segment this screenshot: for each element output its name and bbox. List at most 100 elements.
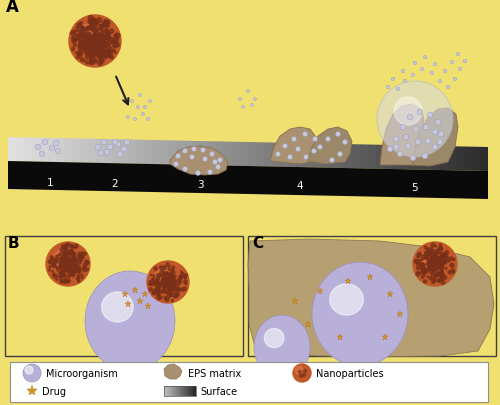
Circle shape	[430, 265, 432, 267]
Circle shape	[115, 142, 121, 147]
Circle shape	[60, 275, 63, 278]
Circle shape	[85, 36, 87, 38]
Circle shape	[166, 283, 168, 285]
Circle shape	[51, 262, 52, 264]
Polygon shape	[104, 140, 112, 164]
Circle shape	[71, 264, 74, 267]
Text: 2: 2	[112, 179, 118, 189]
Circle shape	[167, 281, 169, 283]
Circle shape	[96, 49, 99, 51]
Circle shape	[438, 260, 439, 262]
Circle shape	[434, 265, 437, 268]
Circle shape	[83, 36, 85, 38]
Polygon shape	[392, 146, 400, 170]
Circle shape	[168, 292, 172, 295]
Circle shape	[90, 52, 91, 54]
Circle shape	[430, 257, 434, 260]
Circle shape	[433, 269, 435, 271]
Circle shape	[91, 45, 94, 47]
Polygon shape	[352, 145, 360, 169]
Circle shape	[416, 273, 420, 276]
Circle shape	[111, 40, 115, 45]
Circle shape	[302, 373, 306, 377]
Circle shape	[100, 34, 102, 35]
Circle shape	[170, 288, 171, 289]
Circle shape	[92, 48, 94, 50]
Circle shape	[413, 243, 457, 286]
Circle shape	[78, 34, 82, 38]
Bar	[169, 386, 170, 396]
Polygon shape	[168, 141, 176, 165]
Circle shape	[60, 258, 62, 260]
Circle shape	[82, 42, 86, 46]
Circle shape	[434, 269, 436, 271]
Circle shape	[42, 140, 48, 145]
Circle shape	[98, 62, 102, 66]
Circle shape	[64, 255, 66, 258]
Circle shape	[64, 263, 66, 266]
Circle shape	[105, 35, 109, 39]
Polygon shape	[304, 144, 312, 168]
Circle shape	[148, 100, 152, 103]
Circle shape	[96, 43, 100, 47]
Circle shape	[428, 267, 431, 270]
Circle shape	[167, 281, 169, 283]
Circle shape	[96, 40, 98, 41]
Circle shape	[78, 43, 82, 47]
Bar	[173, 386, 174, 396]
Circle shape	[434, 262, 438, 265]
Circle shape	[171, 281, 174, 284]
Circle shape	[144, 106, 146, 109]
Bar	[182, 386, 183, 396]
Circle shape	[48, 260, 52, 264]
Circle shape	[433, 260, 437, 263]
Circle shape	[92, 50, 96, 55]
Bar	[10, 362, 488, 402]
Circle shape	[101, 51, 103, 53]
Circle shape	[442, 275, 444, 277]
Circle shape	[78, 39, 82, 42]
Bar	[178, 386, 179, 396]
Circle shape	[420, 68, 424, 72]
Circle shape	[94, 41, 96, 43]
Circle shape	[63, 263, 66, 266]
Circle shape	[52, 271, 54, 273]
Circle shape	[422, 268, 426, 271]
Circle shape	[78, 258, 82, 261]
Circle shape	[94, 45, 96, 48]
Bar	[191, 386, 192, 396]
Circle shape	[94, 40, 96, 43]
Circle shape	[172, 284, 176, 287]
Text: 3: 3	[196, 179, 203, 190]
Circle shape	[108, 44, 110, 46]
Circle shape	[148, 284, 150, 286]
Circle shape	[100, 36, 103, 38]
Circle shape	[168, 278, 170, 281]
Circle shape	[64, 281, 66, 284]
Circle shape	[60, 271, 62, 273]
Circle shape	[70, 262, 73, 266]
Circle shape	[166, 280, 170, 284]
Circle shape	[104, 150, 110, 156]
Circle shape	[77, 266, 80, 269]
Circle shape	[176, 294, 179, 296]
Circle shape	[104, 49, 105, 51]
Circle shape	[67, 257, 70, 260]
Circle shape	[158, 298, 160, 300]
Circle shape	[95, 44, 98, 47]
Circle shape	[96, 23, 98, 26]
Circle shape	[216, 165, 220, 170]
Circle shape	[417, 272, 418, 273]
Circle shape	[114, 45, 117, 48]
Circle shape	[166, 282, 168, 284]
Circle shape	[99, 25, 101, 28]
Circle shape	[68, 266, 71, 269]
Circle shape	[68, 264, 69, 265]
Circle shape	[72, 269, 74, 271]
Circle shape	[438, 257, 441, 259]
Circle shape	[102, 50, 105, 53]
Circle shape	[88, 51, 90, 53]
Circle shape	[94, 41, 97, 44]
Circle shape	[68, 263, 69, 265]
Circle shape	[434, 264, 436, 266]
